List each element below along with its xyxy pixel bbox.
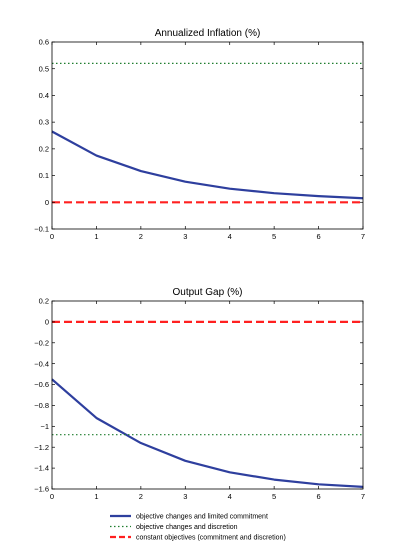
x-tick-label: 6 bbox=[316, 232, 320, 241]
output-gap-chart: Output Gap (%) 0 1 2 3 4 5 6 7 −1.6 −1.4 −1.2 −1 −0.… bbox=[34, 287, 365, 501]
y-tick-label: 0.6 bbox=[39, 38, 49, 47]
y-tick-label: −0.4 bbox=[34, 359, 49, 368]
plot-frame bbox=[51, 41, 364, 230]
y-tick-label: −1.6 bbox=[34, 485, 49, 494]
x-tick-label: 5 bbox=[272, 492, 276, 501]
x-tick-label: 0 bbox=[50, 232, 54, 241]
y-tick-label: −1.2 bbox=[34, 443, 49, 452]
y-tick-label: 0 bbox=[45, 317, 49, 326]
x-tick-label: 7 bbox=[361, 492, 365, 501]
x-tick-label: 3 bbox=[183, 492, 187, 501]
plot-frame bbox=[51, 300, 364, 490]
x-tick-label: 2 bbox=[139, 492, 143, 501]
x-tick-label: 1 bbox=[94, 492, 98, 501]
x-tick-label: 6 bbox=[316, 492, 320, 501]
y-tick-label: −0.1 bbox=[34, 225, 49, 234]
x-tick-label: 0 bbox=[50, 492, 54, 501]
legend-label-0: objective changes and limited commitment bbox=[136, 514, 268, 521]
y-tick-label: −0.8 bbox=[34, 401, 49, 410]
y-tick-label: −0.6 bbox=[34, 380, 49, 389]
y-tick-label: 0.5 bbox=[39, 64, 49, 73]
y-tick-label: 0.1 bbox=[39, 171, 49, 180]
y-tick-label: −0.2 bbox=[34, 338, 49, 347]
legend: objective changes and limited commitment… bbox=[110, 514, 286, 542]
x-tick-label: 2 bbox=[139, 232, 143, 241]
output-gap-chart-title: Output Gap (%) bbox=[172, 287, 242, 298]
y-tick-label: 0.4 bbox=[39, 91, 49, 100]
y-tick-label: 0.2 bbox=[39, 144, 49, 153]
x-tick-label: 5 bbox=[272, 232, 276, 241]
y-tick-label: 0.3 bbox=[39, 118, 49, 127]
inflation-chart-title: Annualized Inflation (%) bbox=[155, 28, 261, 39]
series-line-0 bbox=[51, 378, 364, 489]
legend-label-1: objective changes and discretion bbox=[136, 524, 238, 531]
series-line-0 bbox=[51, 130, 364, 200]
y-tick-label: 0 bbox=[45, 198, 49, 207]
y-tick-label: 0.2 bbox=[39, 297, 49, 306]
x-tick-label: 4 bbox=[228, 492, 232, 501]
y-tick-label: −1.4 bbox=[34, 464, 49, 473]
inflation-chart: Annualized Inflation (%) 0 1 2 3 4 5 6 7−0.100.… bbox=[34, 28, 365, 241]
x-tick-label: 4 bbox=[228, 232, 232, 241]
x-tick-label: 1 bbox=[94, 232, 98, 241]
legend-label-2: constant objectives (commitment and disc… bbox=[136, 535, 286, 542]
y-tick-label: −1 bbox=[40, 422, 49, 431]
x-tick-label: 7 bbox=[361, 232, 365, 241]
x-tick-label: 3 bbox=[183, 232, 187, 241]
